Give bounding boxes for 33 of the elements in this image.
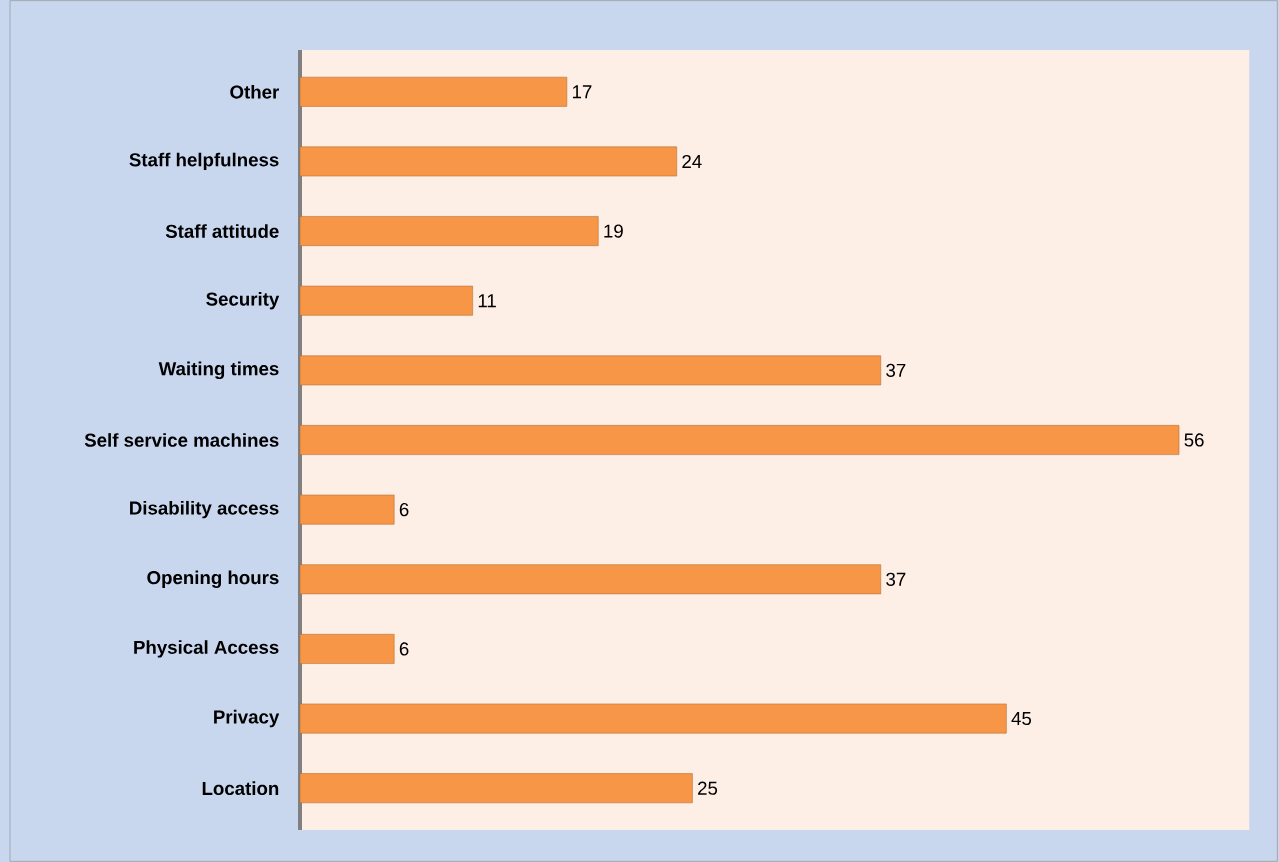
data-label: 6: [399, 503, 409, 517]
bar: [299, 216, 599, 246]
bar: [299, 564, 882, 595]
bar: [299, 703, 1007, 734]
data-label: 37: [886, 363, 906, 377]
bar: [299, 76, 568, 107]
data-label: 6: [399, 642, 409, 656]
y-tick-label: Security: [206, 292, 280, 310]
data-label: 17: [572, 85, 592, 99]
data-label: 19: [604, 224, 623, 238]
y-tick-label: Waiting times: [158, 361, 279, 380]
bar: [299, 355, 882, 386]
data-label: 11: [478, 294, 496, 308]
y-tick-label: Location: [202, 781, 279, 796]
bar: [299, 425, 1180, 455]
y-tick-label: Privacy: [214, 709, 280, 728]
data-label: 37: [886, 572, 906, 586]
y-tick-label: Self service machines: [84, 433, 279, 447]
data-label: 56: [1184, 433, 1204, 447]
data-label: 25: [698, 781, 718, 795]
y-tick-label: Staff helpfulness: [129, 152, 279, 171]
bar: [299, 285, 473, 316]
y-tick-label: Disability access: [130, 500, 279, 519]
y-tick-label: Other: [230, 84, 280, 99]
y-tick-label: Physical Access: [134, 640, 279, 658]
y-tick-label: Staff attitude: [165, 224, 279, 238]
bar: [299, 146, 677, 177]
bar: [299, 494, 395, 525]
data-label: 45: [1011, 712, 1032, 726]
bar: [299, 634, 395, 664]
data-label: 24: [682, 154, 702, 168]
y-tick-label: Opening hours: [147, 570, 279, 589]
bar: [299, 773, 693, 804]
